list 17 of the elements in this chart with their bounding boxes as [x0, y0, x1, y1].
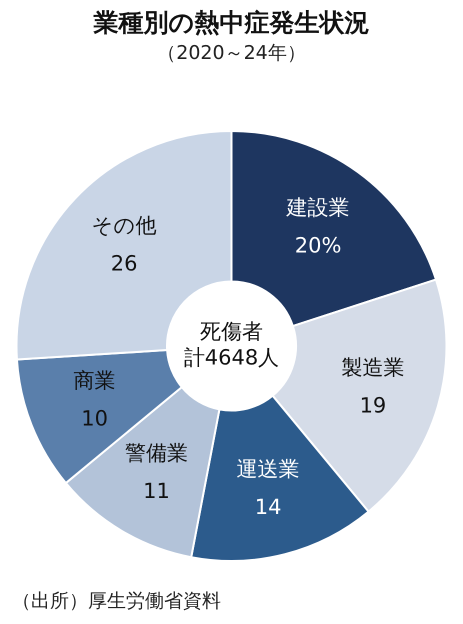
data-label: 19 [360, 394, 386, 418]
text: （出所）厚生労働省資料 [12, 589, 221, 614]
data-label: 10 [81, 406, 108, 431]
data-label: 14 [254, 495, 282, 520]
data-label: 26 [110, 252, 138, 276]
chart-subtitle: （2020～24年） [156, 41, 307, 66]
data-label: 20% [294, 233, 342, 258]
slice-label: 運送業 [236, 457, 300, 482]
text: 計4648人 [184, 345, 280, 370]
slice-label: その他 [92, 214, 157, 238]
data-label: 11 [143, 479, 170, 504]
slice-label: 商業 [74, 368, 116, 393]
slice-label: 警備業 [125, 441, 188, 466]
text: 死傷者 [200, 319, 263, 344]
chart-title: 業種別の熱中症発生状況 [92, 7, 370, 39]
slice-label: 製造業 [341, 356, 404, 380]
slice-label: 建設業 [286, 195, 350, 220]
